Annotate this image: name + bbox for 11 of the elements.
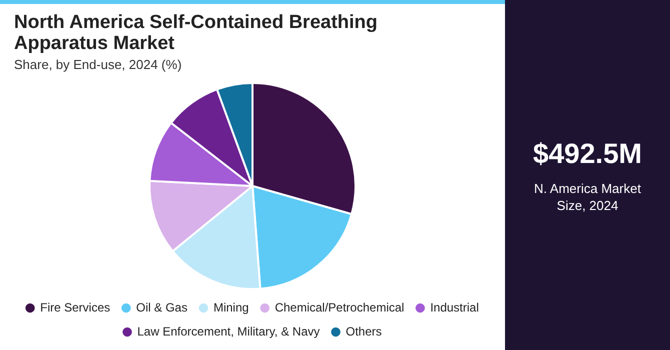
legend-label: Mining (213, 300, 249, 314)
legend-label: Law Enforcement, Military, & Navy (137, 324, 320, 338)
text: N. America Market Size, 2024 (533, 180, 642, 214)
legend-label: Chemical/Petrochemical (274, 300, 404, 314)
legend-label: Fire Services (40, 300, 110, 314)
chart-subtitle: Share, by End-use, 2024 (%) (14, 57, 182, 72)
legend-label: Oil & Gas (136, 300, 188, 314)
text: $492.5M (532, 138, 643, 170)
legend-label: Industrial (430, 300, 479, 314)
chart-title: North America Self-Contained Breathing Apparatus Market (14, 12, 379, 54)
legend-label: Others (346, 324, 382, 338)
